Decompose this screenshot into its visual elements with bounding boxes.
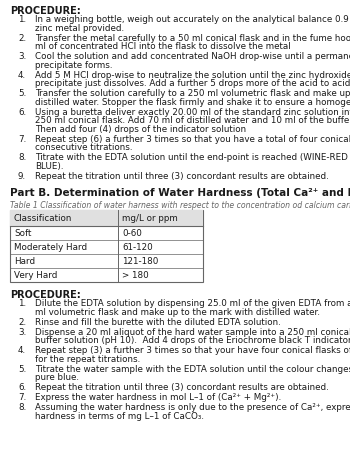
Text: buffer solution (pH 10).  Add 4 drops of the Eriochrome black T indicator soluti: buffer solution (pH 10). Add 4 drops of … (35, 336, 350, 345)
Text: Using a buretta deliver exactly 20.00 ml of the standard zinc solution into a cl: Using a buretta deliver exactly 20.00 ml… (35, 108, 350, 117)
Text: 8.: 8. (18, 153, 26, 162)
Text: 4.: 4. (18, 346, 26, 355)
Text: 3.: 3. (18, 52, 26, 61)
Text: 121-180: 121-180 (122, 257, 158, 266)
Text: PROCEDURE:: PROCEDURE: (10, 290, 81, 300)
Text: precipitate just dissolves. Add a further 5 drops more of the acid to acidify th: precipitate just dissolves. Add a furthe… (35, 79, 350, 88)
Text: 7.: 7. (18, 135, 26, 144)
Text: Cool the solution and add concentrated NaOH drop-wise until a permanent faint wh: Cool the solution and add concentrated N… (35, 52, 350, 61)
Text: ml of concentrated HCl into the flask to dissolve the metal: ml of concentrated HCl into the flask to… (35, 42, 291, 51)
Text: 0-60: 0-60 (122, 229, 142, 238)
Text: 4.: 4. (18, 71, 26, 80)
Text: 5.: 5. (18, 89, 26, 98)
Text: distilled water. Stopper the flask firmly and shake it to ensure a homogeneous s: distilled water. Stopper the flask firml… (35, 98, 350, 107)
Text: Transfer the solution carefully to a 250 ml volumetric flask and make up to the : Transfer the solution carefully to a 250… (35, 89, 350, 98)
Bar (10, 210, 203, 226)
Text: 9.: 9. (18, 172, 26, 181)
Text: PROCEDURE:: PROCEDURE: (10, 6, 81, 16)
Text: 3.: 3. (18, 328, 26, 337)
Text: Rinse and fill the burette with the diluted EDTA solution.: Rinse and fill the burette with the dilu… (35, 318, 281, 327)
Text: consecutive titrations.: consecutive titrations. (35, 143, 133, 152)
Text: hardness in terms of mg L–1 of CaCO₃.: hardness in terms of mg L–1 of CaCO₃. (35, 412, 204, 421)
Text: 2.: 2. (18, 318, 26, 327)
Text: Then add four (4) drops of the indicator solution: Then add four (4) drops of the indicator… (35, 125, 246, 134)
Text: Add 5 M HCl drop-wise to neutralize the solution until the zinc hydroxide (Zn(OH: Add 5 M HCl drop-wise to neutralize the … (35, 71, 350, 80)
Text: precipitate forms.: precipitate forms. (35, 61, 112, 70)
Text: Dilute the EDTA solution by dispensing 25.0 ml of the given EDTA from a burette : Dilute the EDTA solution by dispensing 2… (35, 299, 350, 308)
Text: Very Hard: Very Hard (14, 271, 57, 280)
Text: Part B. Determination of Water Hardness (Total Ca²⁺ and Mg²⁺ Content): Part B. Determination of Water Hardness … (10, 188, 350, 198)
Text: 1.: 1. (18, 15, 26, 25)
Text: 1.: 1. (18, 299, 26, 308)
Text: > 180: > 180 (122, 271, 149, 280)
Text: 5.: 5. (18, 365, 26, 374)
Text: 61-120: 61-120 (122, 243, 153, 252)
Text: ml volumetric flask and make up to the mark with distilled water.: ml volumetric flask and make up to the m… (35, 308, 320, 317)
Text: Assuming the water hardness is only due to the presence of Ca²⁺, express the wat: Assuming the water hardness is only due … (35, 403, 350, 412)
Text: 7.: 7. (18, 393, 26, 402)
Text: Transfer the metal carefully to a 50 ml conical flask and in the fume hood, care: Transfer the metal carefully to a 50 ml … (35, 34, 350, 43)
Text: Dispense a 20 ml aliquot of the hard water sample into a 250 ml conical flask. A: Dispense a 20 ml aliquot of the hard wat… (35, 328, 350, 337)
Text: pure blue.: pure blue. (35, 373, 79, 382)
Text: Moderately Hard: Moderately Hard (14, 243, 87, 252)
Bar (10, 210, 203, 282)
Text: 250 ml conical flask. Add 70 ml of distilled water and 10 ml of the buffer solut: 250 ml conical flask. Add 70 ml of disti… (35, 116, 350, 125)
Text: Repeat the titration until three (3) concordant results are obtained.: Repeat the titration until three (3) con… (35, 383, 329, 392)
Text: 6.: 6. (18, 383, 26, 392)
Text: 8.: 8. (18, 403, 26, 412)
Text: In a weighing bottle, weigh out accurately on the analytical balance 0.9 – 1.1 g: In a weighing bottle, weigh out accurate… (35, 15, 350, 25)
Text: 6.: 6. (18, 108, 26, 117)
Text: Hard: Hard (14, 257, 35, 266)
Text: Express the water hardness in mol L–1 of (Ca²⁺ + Mg²⁺).: Express the water hardness in mol L–1 of… (35, 393, 281, 402)
Text: mg/L or ppm: mg/L or ppm (122, 214, 178, 223)
Text: Repeat the titration until three (3) concordant results are obtained.: Repeat the titration until three (3) con… (35, 172, 329, 181)
Text: 2.: 2. (18, 34, 26, 43)
Text: BLUE).: BLUE). (35, 162, 63, 171)
Text: Table 1 Classification of water harness with respect to the concentration od cal: Table 1 Classification of water harness … (10, 201, 350, 210)
Text: Titrate with the EDTA solution until the end-point is reached (WINE-RED to PURE: Titrate with the EDTA solution until the… (35, 153, 350, 162)
Text: zinc metal provided.: zinc metal provided. (35, 24, 124, 33)
Text: Repeat step (3) a further 3 times so that your have four conical flasks of the w: Repeat step (3) a further 3 times so tha… (35, 346, 350, 355)
Text: for the repeat titrations.: for the repeat titrations. (35, 355, 140, 364)
Text: Soft: Soft (14, 229, 32, 238)
Text: Repeat step (6) a further 3 times so that you have a total of four conical flask: Repeat step (6) a further 3 times so tha… (35, 135, 350, 144)
Text: Titrate the water sample with the EDTA solution until the colour changes from wi: Titrate the water sample with the EDTA s… (35, 365, 350, 374)
Text: Classification: Classification (14, 214, 72, 223)
